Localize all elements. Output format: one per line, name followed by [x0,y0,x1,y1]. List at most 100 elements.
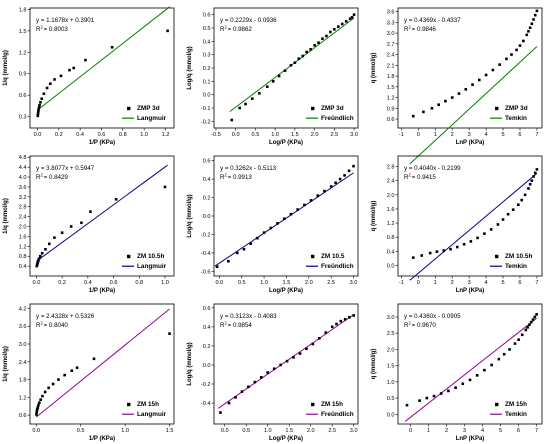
data-point [57,378,60,381]
data-point [36,114,40,118]
x-tick-label: 3 [468,132,471,138]
legend-label-data: ZM 10.5h [505,253,532,260]
data-point [42,92,46,96]
data-point [36,262,39,265]
x-tick-label: 1.0 [260,280,268,286]
legend-label-fit: Freündlich [321,411,354,418]
data-point [313,44,316,47]
x-tick-label: 0.6 [98,132,106,138]
data-point [347,169,351,173]
y-tick-label: -0.4 [201,401,211,407]
x-tick-label: 4 [485,132,488,138]
x-tick-label: -0.5 [211,132,221,138]
x-tick-label: 0.0 [221,428,229,434]
x-tick-label: 5 [501,132,504,138]
data-point [40,251,44,255]
legend-marker-data [127,106,131,111]
legend-marker-data [311,402,315,407]
chart-panel-8: 0.0 0.5 1.0 1.5 2.0 2.5 3.0 -0.4 -0.2 0.0 0.2 0.4 0.… [187,303,359,442]
y-tick-label: 1.2 [387,221,395,227]
y-axis-label: q (mmol/g) [371,53,377,84]
y-tick-label: 3.0 [387,315,395,321]
legend-label-fit: Langmuir [137,115,167,122]
x-tick-label: 1 [434,132,437,138]
data-point [333,28,336,31]
x-tick-label: 0.8 [119,132,127,138]
data-point [289,64,293,67]
x-tick-label: 2 [451,280,454,286]
x-tick-label: 0.4 [84,280,92,286]
data-point [317,41,320,44]
x-tick-label: 0.2 [58,280,66,286]
data-point [271,80,275,83]
data-point [227,259,230,263]
data-point [528,182,532,186]
y-tick-label: 0.0 [203,363,211,369]
x-tick-label: 5 [501,280,504,286]
data-point [523,193,527,197]
regression-equation: y = 0.4360x - 0.0905 [404,313,461,320]
data-point [44,247,47,251]
data-point [335,322,338,326]
plot-frame [29,303,175,425]
y-tick-label: 0.0 [387,412,395,418]
regression-equation: y = 0.2229x - 0.0936 [220,17,277,24]
y-tick-label: 0.6 [203,306,211,312]
y-tick-label: 0.1 [203,79,211,85]
y-tick-label: 0.4 [387,249,395,255]
y-tick-label: 0.6 [203,159,211,165]
x-axis-label: Log/P (KPa) [269,288,303,294]
y-tick-label: 1.5 [387,364,395,370]
data-point [69,225,73,228]
data-point [533,13,537,17]
fit-line [409,46,538,165]
data-point [45,86,49,90]
data-point [432,394,436,398]
y-tick-label: 3.6 [19,324,27,330]
data-point [166,29,169,33]
data-point [279,363,282,367]
data-point [411,256,415,259]
x-tick-label: 6 [517,428,520,434]
data-point [36,260,40,264]
data-point [48,82,52,86]
x-tick-label: 3.0 [350,428,358,434]
regression-equation: y = 0.4040x - 0.2199 [404,165,461,172]
regression-equation: y = 0.4369x - 0.4337 [404,17,461,24]
x-tick-label: 5 [499,428,502,434]
y-tick-label: 3.0 [387,31,395,37]
y-tick-label: -0.2 [201,119,211,125]
data-point [266,371,270,374]
r-squared: R2= 0.8003 [36,25,68,33]
data-point [348,17,352,20]
data-point [502,352,506,356]
data-point [330,325,334,329]
y-tick-label: 0.5 [387,396,395,402]
data-point [524,328,528,332]
y-tick-label: 0.2 [203,344,211,350]
data-point [352,13,356,16]
x-tick-label: 2 [445,428,448,434]
data-point [496,223,500,226]
legend-marker-data [311,254,315,259]
data-point [348,316,351,319]
data-point [259,376,263,379]
data-point [36,406,40,409]
data-point [309,199,313,202]
data-point [340,22,344,26]
x-tick-label: 0 [417,132,420,138]
data-point [449,247,452,251]
data-point [285,359,289,363]
y-tick-label: 4.4 [19,165,27,171]
y-axis-label: Log/q (mmol/g) [187,46,193,89]
y-tick-label: 0.9 [19,72,27,78]
y-tick-label: 1.8 [387,74,395,80]
y-tick-label: 2.0 [19,225,27,231]
data-point [242,247,246,251]
x-tick-label: 1.2 [162,132,170,138]
data-point [535,9,539,13]
data-point [464,88,468,91]
data-point [311,342,315,346]
y-tick-label: 1.2 [387,96,395,102]
